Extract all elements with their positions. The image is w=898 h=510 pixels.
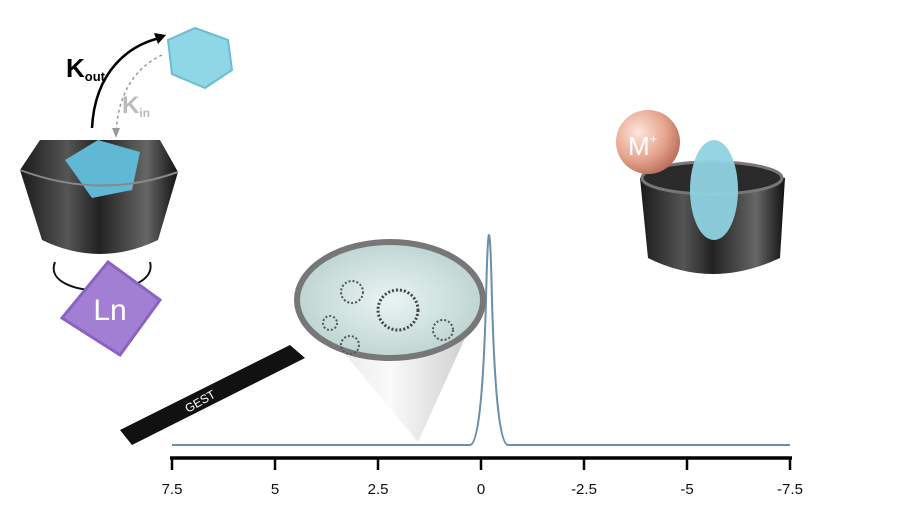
tick-label: 0 (477, 481, 485, 498)
rate-symbol: K (66, 53, 85, 83)
tick-label: 5 (271, 481, 279, 498)
tick-label: 2.5 (368, 481, 389, 498)
tick-label: 7.5 (162, 481, 183, 498)
arrow-head (112, 128, 120, 138)
ln-label: Ln (93, 294, 126, 327)
tick-label: -5 (680, 481, 693, 498)
tick-label: -7.5 (777, 481, 803, 498)
tick-label: -2.5 (571, 481, 597, 498)
rate-subscript: in (139, 106, 150, 120)
guest-hexagon (168, 28, 232, 88)
illustration: Kout Kin Ln M+ GEST 7.552.50-2.5-5-7.5 (0, 0, 898, 510)
guest-ellipsoid (690, 140, 738, 240)
rate-label: Kin (122, 92, 150, 120)
rate-symbol: K (122, 92, 140, 119)
axis-ticks: 7.5 5 2.5 0 -2.5 -5 -7.5 (162, 458, 803, 498)
metal-charge: + (650, 131, 658, 146)
rate-subscript: out (85, 69, 106, 84)
rate-label: Kout (66, 53, 106, 84)
metal-symbol: M (628, 131, 650, 161)
lens (297, 242, 483, 358)
